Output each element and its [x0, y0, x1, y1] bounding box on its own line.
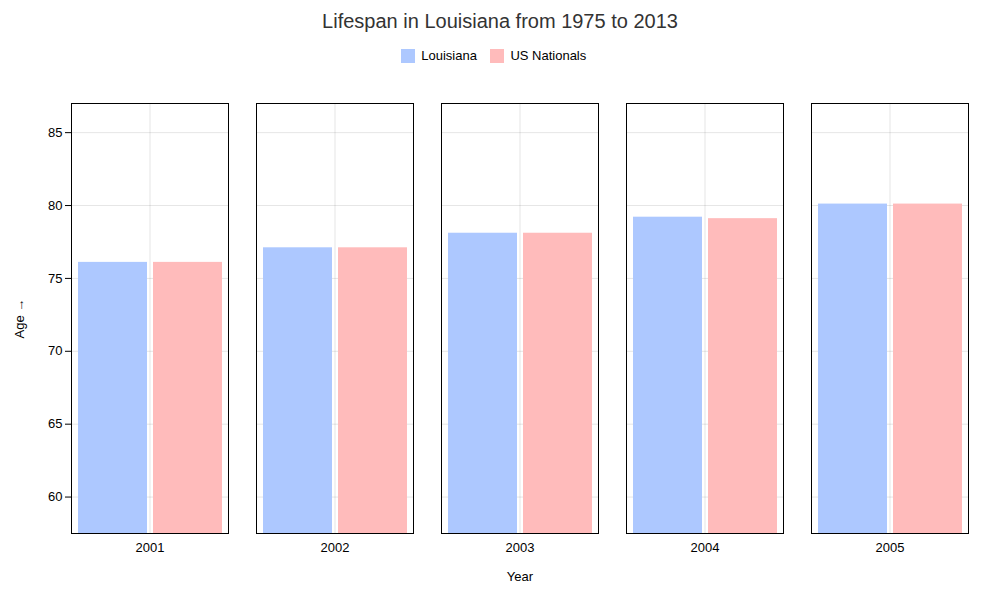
html-text:US Nationals: US Nationals — [510, 48, 587, 63]
svg-text:Year: Year — [507, 568, 534, 583]
svg-text:2005: 2005 — [876, 539, 905, 554]
svg-text:80: 80 — [48, 197, 62, 212]
html-text:Lifespan in Louisiana from 197: Lifespan in Louisiana from 1975 to 2013 — [322, 10, 678, 32]
svg-text:60: 60 — [48, 489, 62, 504]
svg-text:75: 75 — [48, 270, 62, 285]
html-text:Louisiana: Louisiana — [421, 48, 477, 63]
svg-text:2004: 2004 — [691, 539, 720, 554]
svg-text:70: 70 — [48, 343, 62, 358]
svg-text:65: 65 — [48, 416, 62, 431]
svg-text:85: 85 — [48, 124, 62, 139]
svg-text:2001: 2001 — [136, 539, 165, 554]
svg-text:Age →: Age → — [12, 298, 27, 338]
svg-text:2003: 2003 — [506, 539, 535, 554]
svg-text:2002: 2002 — [321, 539, 350, 554]
